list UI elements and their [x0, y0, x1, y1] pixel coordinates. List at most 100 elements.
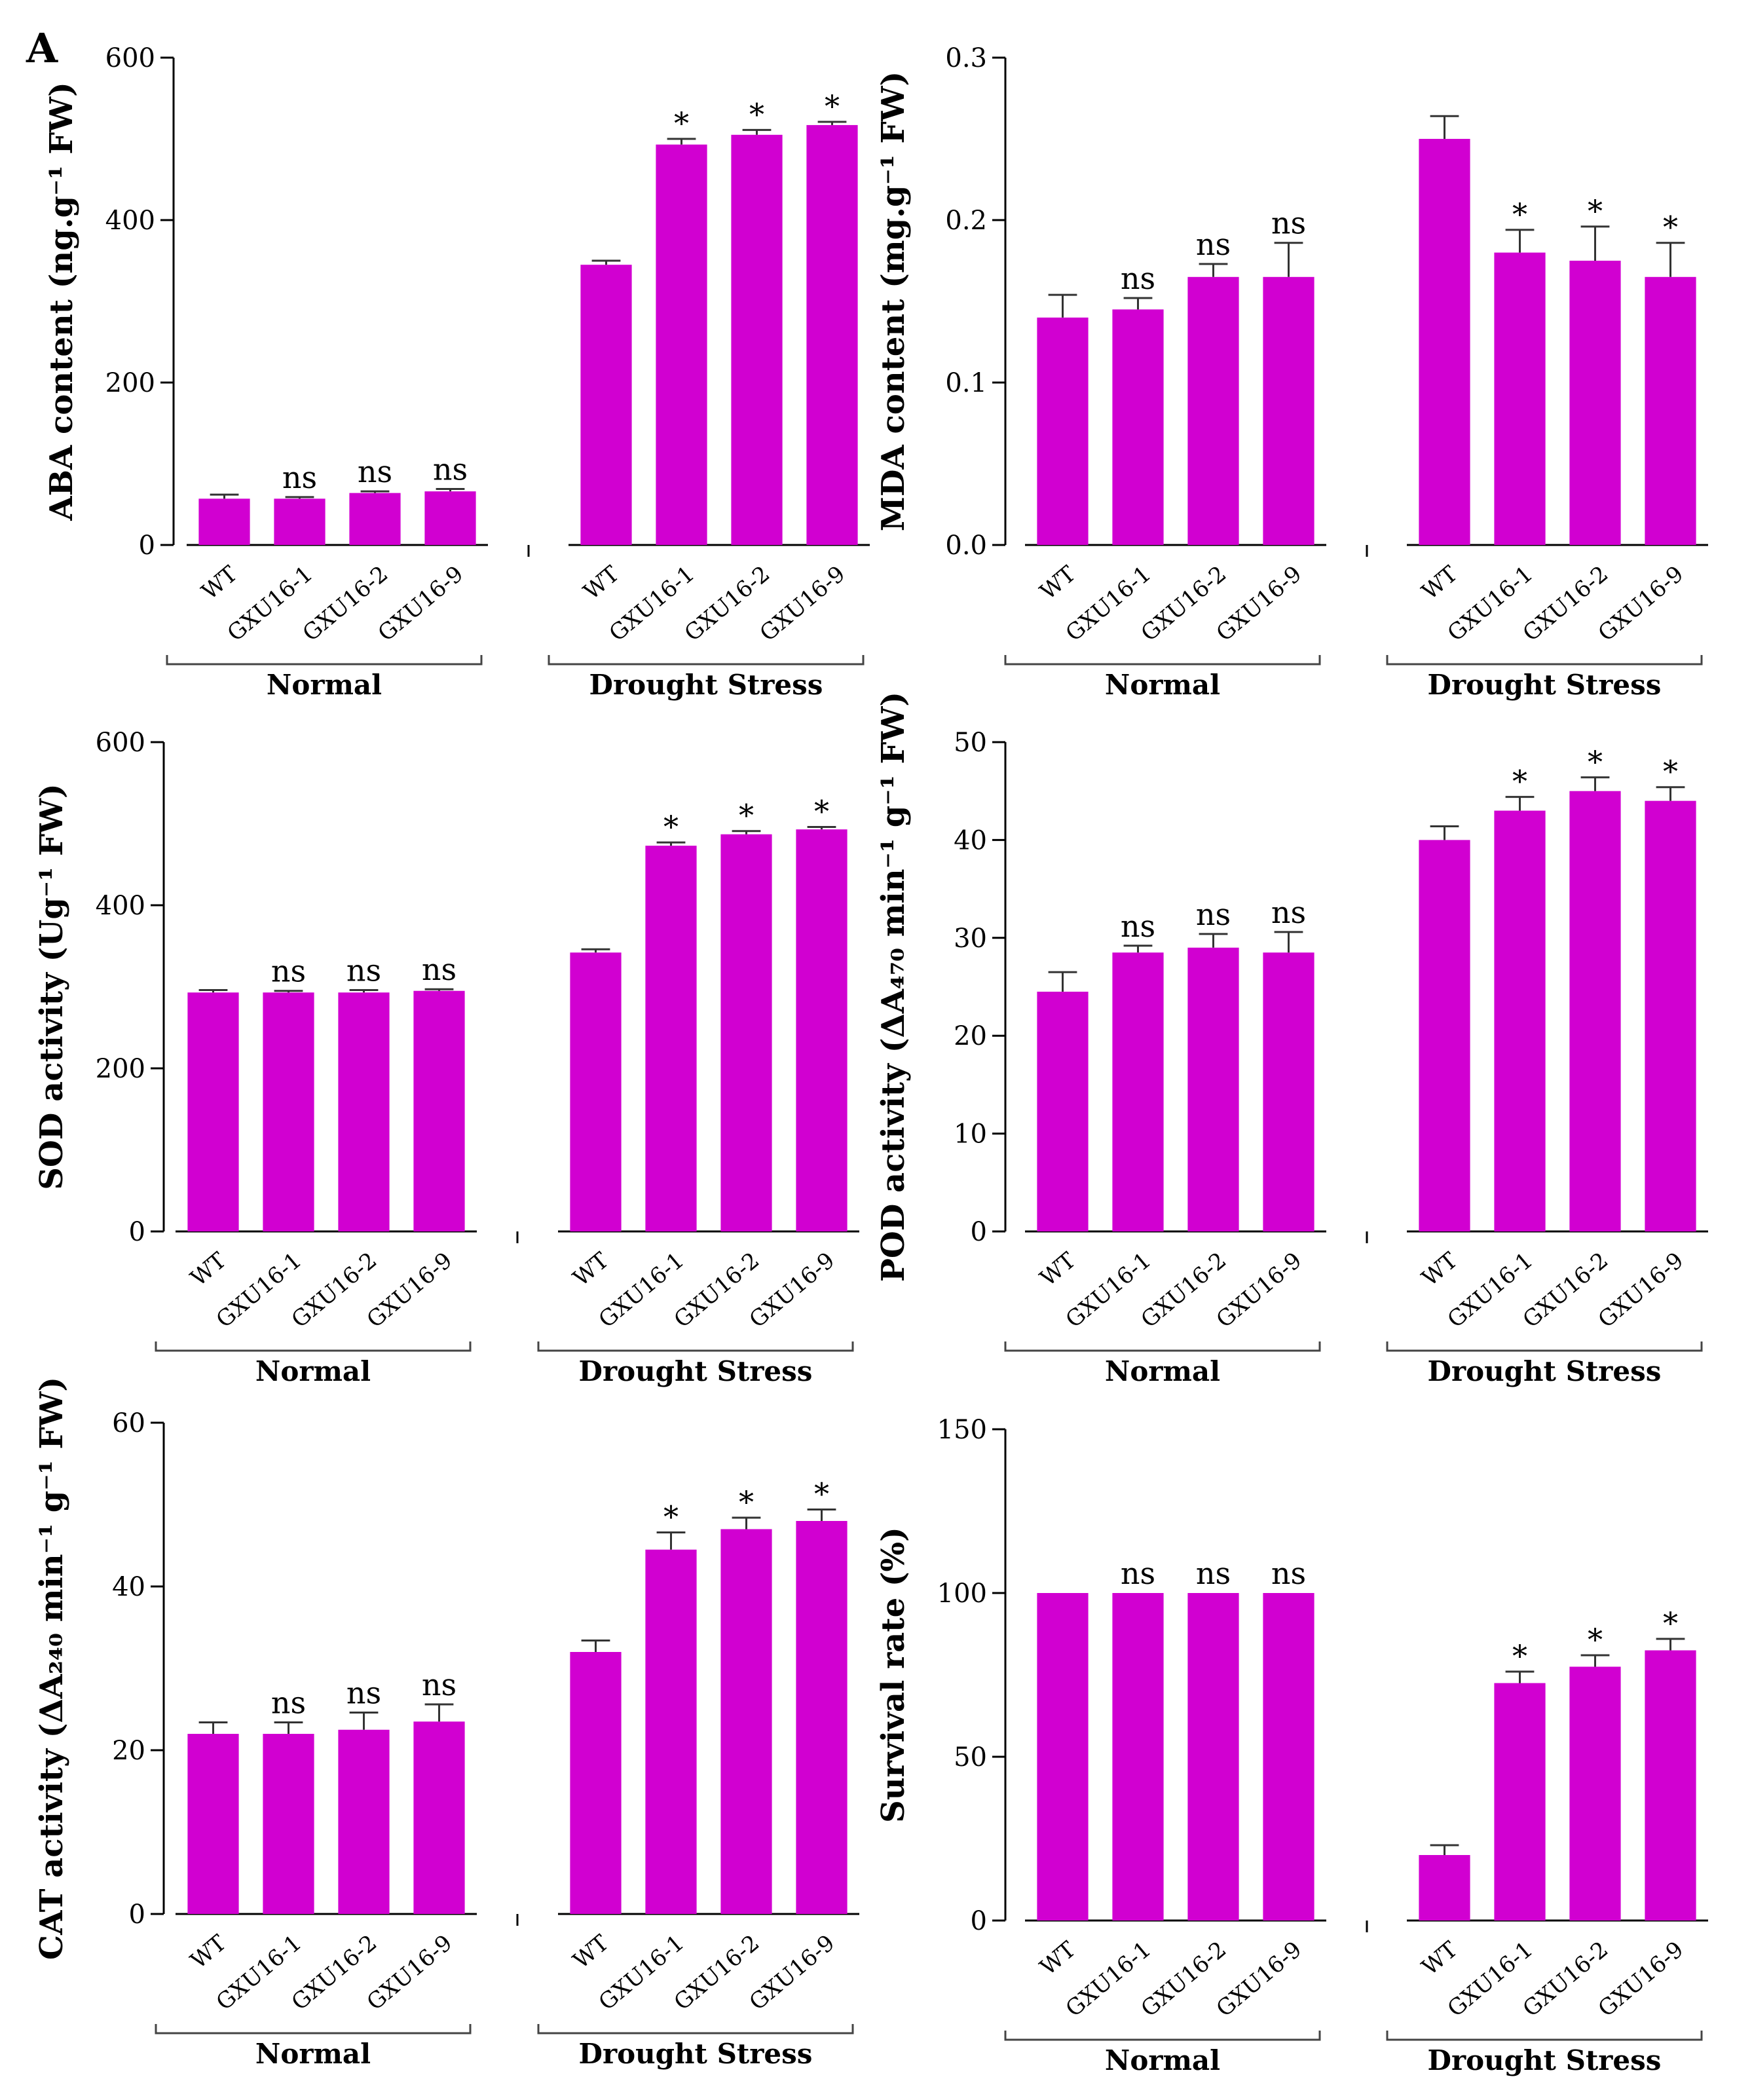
x-tick-label: GXU16-9 [362, 1930, 458, 2016]
y-axis-label: POD activity (ΔA₄₇₀ min⁻¹ g⁻¹ FW) [875, 692, 912, 1282]
bar [570, 1652, 622, 1914]
group-label: Normal [255, 1355, 371, 1387]
bar [263, 1734, 314, 1914]
significance-label: * [663, 809, 679, 844]
bar [424, 491, 476, 545]
y-tick-label: 0 [139, 531, 155, 561]
group-label: Normal [1105, 1355, 1220, 1387]
significance-label: ns [1271, 1556, 1306, 1591]
significance-label: * [749, 96, 764, 132]
group-bracket [1386, 1341, 1703, 1352]
significance-label: ns [1121, 261, 1155, 296]
significance-label: ns [282, 460, 317, 495]
group-label: Normal [1105, 669, 1220, 701]
y-tick-label: 20 [954, 1021, 987, 1051]
bar [1037, 317, 1089, 545]
x-tick-label: WT [568, 1247, 614, 1292]
x-tick-label: GXU16-9 [1594, 1247, 1689, 1333]
significance-label: * [674, 105, 689, 141]
significance-label: * [1663, 1605, 1678, 1641]
y-tick-label: 0.2 [945, 206, 987, 236]
group-bracket [537, 1341, 854, 1352]
significance-label: ns [422, 952, 457, 987]
significance-label: * [1663, 210, 1678, 245]
bar [198, 498, 250, 545]
x-tick-label: WT [1035, 561, 1081, 605]
bar [1645, 1650, 1696, 1921]
bar [645, 846, 697, 1231]
significance-label: ns [422, 1667, 457, 1702]
bar [1263, 952, 1314, 1231]
bar [731, 134, 783, 546]
bar [1112, 1593, 1164, 1921]
y-tick-label: 40 [954, 825, 987, 855]
bar [580, 265, 632, 545]
bar [720, 834, 772, 1231]
x-tick-label: WT [1417, 561, 1463, 605]
y-tick-label: 0 [129, 1900, 145, 1930]
chart-panel-3: 0 200 400 600 SOD activity (Ug⁻¹ FW) WT ns GXU1… [33, 728, 859, 1387]
bar [1037, 1593, 1089, 1921]
significance-label: * [1512, 197, 1527, 232]
x-tick-label: WT [196, 561, 242, 605]
significance-label: * [739, 1484, 754, 1520]
x-tick-label: WT [185, 1930, 231, 1974]
significance-label: ns [1196, 1556, 1231, 1591]
bar [796, 1521, 848, 1914]
bar [1494, 1683, 1546, 1921]
group-label: Drought Stress [579, 2038, 813, 2070]
bar [1112, 952, 1164, 1231]
y-tick-label: 0 [971, 1906, 987, 1936]
group-bracket [537, 2024, 854, 2034]
y-tick-label: 0.1 [945, 368, 987, 398]
group-bracket [1004, 2031, 1321, 2041]
bar [1187, 1593, 1239, 1921]
group-bracket [1386, 2031, 1703, 2041]
x-tick-label: GXU16-9 [362, 1247, 458, 1333]
significance-label: ns [1196, 897, 1231, 932]
significance-label: * [739, 798, 754, 833]
y-tick-label: 0 [129, 1217, 145, 1247]
group-bracket [548, 655, 865, 666]
significance-label: * [1588, 744, 1603, 779]
group-bracket [166, 655, 483, 666]
bar [349, 493, 401, 545]
group-bracket [155, 1341, 472, 1352]
y-tick-label: 400 [96, 891, 145, 921]
bar [413, 1721, 465, 1914]
y-axis-label: CAT activity (ΔA₂₄₀ min⁻¹ g⁻¹ FW) [33, 1377, 70, 1960]
group-label: Drought Stress [589, 669, 823, 701]
bar [1569, 261, 1621, 545]
significance-label: ns [1271, 206, 1306, 241]
bar [656, 144, 707, 545]
x-tick-label: GXU16-9 [1212, 1247, 1307, 1333]
group-bracket [1004, 655, 1321, 666]
significance-label: ns [346, 1676, 381, 1711]
y-tick-label: 100 [937, 1579, 987, 1609]
y-tick-label: 0.3 [945, 43, 987, 73]
bar [720, 1529, 772, 1914]
bar [1419, 1855, 1470, 1921]
bar [1569, 1666, 1621, 1921]
y-tick-label: 30 [954, 924, 987, 954]
bar [1494, 252, 1546, 545]
y-tick-label: 200 [96, 1054, 145, 1084]
y-tick-label: 40 [112, 1572, 145, 1602]
group-label: Normal [267, 669, 382, 701]
y-tick-label: 150 [937, 1415, 987, 1445]
y-tick-label: 60 [112, 1408, 145, 1438]
y-tick-label: 0.0 [945, 531, 987, 561]
x-tick-label: GXU16-9 [1594, 561, 1689, 647]
significance-label: ns [271, 954, 306, 989]
bar [796, 829, 848, 1231]
group-label: Drought Stress [579, 1355, 813, 1387]
x-tick-label: WT [185, 1247, 231, 1292]
bar [413, 990, 465, 1231]
bar [338, 1729, 390, 1914]
y-tick-label: 10 [954, 1119, 987, 1150]
group-label: Normal [255, 2038, 371, 2070]
bar [187, 1734, 239, 1914]
bar [1263, 276, 1314, 545]
y-tick-label: 600 [96, 728, 145, 758]
